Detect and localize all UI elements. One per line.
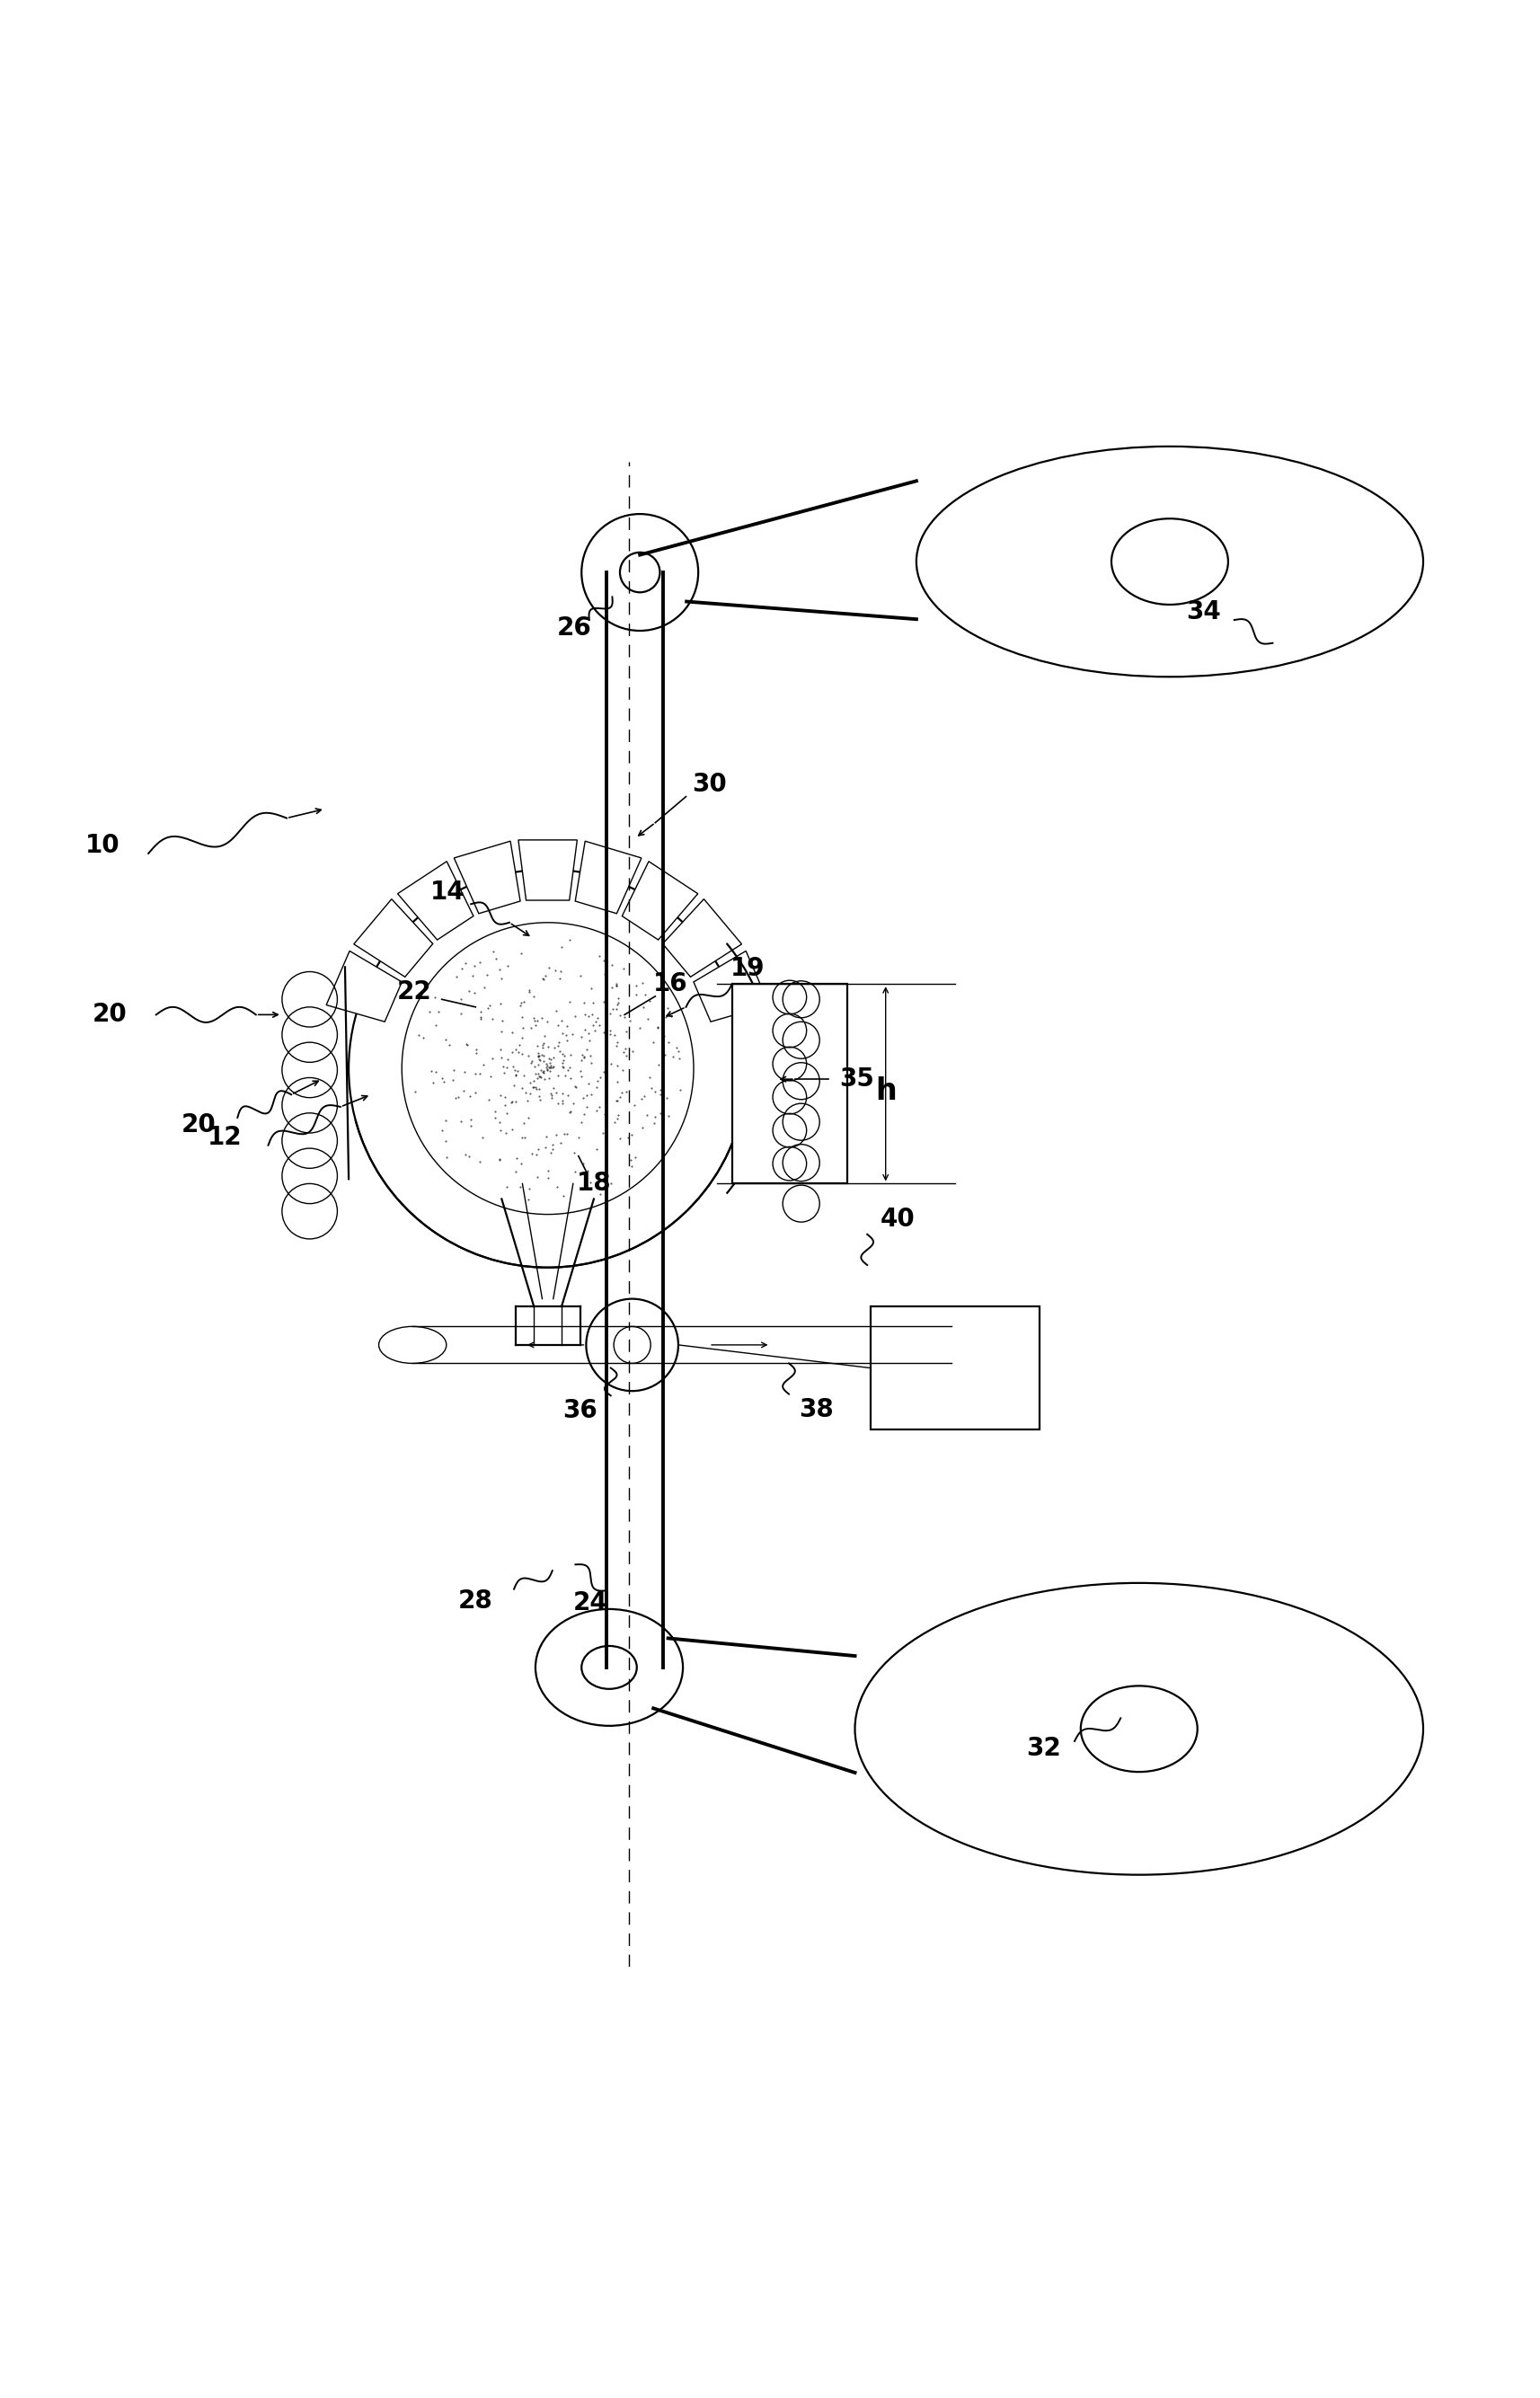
Text: 30: 30	[691, 772, 725, 796]
Text: 24: 24	[573, 1590, 608, 1616]
Circle shape	[348, 870, 747, 1269]
Ellipse shape	[379, 1326, 447, 1364]
Ellipse shape	[534, 1609, 682, 1727]
Circle shape	[402, 923, 693, 1213]
Polygon shape	[354, 899, 433, 976]
Text: 18: 18	[576, 1170, 611, 1197]
Text: h: h	[875, 1077, 896, 1105]
Text: 34: 34	[1186, 600, 1220, 626]
Text: 38: 38	[799, 1398, 833, 1422]
Text: 32: 32	[1026, 1736, 1061, 1763]
Polygon shape	[574, 842, 641, 914]
Text: 36: 36	[562, 1398, 598, 1424]
Bar	[870, 1307, 1038, 1429]
Polygon shape	[326, 952, 402, 1022]
Text: 19: 19	[730, 957, 764, 981]
Text: 35: 35	[838, 1067, 873, 1091]
Polygon shape	[693, 952, 768, 1022]
Text: 28: 28	[457, 1590, 493, 1614]
Polygon shape	[454, 842, 521, 914]
Text: 22: 22	[396, 978, 431, 1005]
Text: 12: 12	[208, 1125, 242, 1151]
Circle shape	[581, 513, 698, 631]
Text: 40: 40	[879, 1206, 915, 1233]
Polygon shape	[662, 899, 741, 976]
Circle shape	[585, 1300, 678, 1391]
Text: 10: 10	[85, 832, 120, 858]
Text: 14: 14	[430, 880, 465, 904]
Text: 26: 26	[556, 614, 591, 640]
Ellipse shape	[929, 1326, 975, 1364]
Bar	[731, 983, 847, 1185]
Polygon shape	[397, 861, 473, 940]
Text: 16: 16	[653, 971, 687, 998]
Polygon shape	[517, 839, 578, 899]
Polygon shape	[622, 861, 698, 940]
Text: 20: 20	[182, 1113, 217, 1139]
Text: 20: 20	[92, 1002, 128, 1026]
